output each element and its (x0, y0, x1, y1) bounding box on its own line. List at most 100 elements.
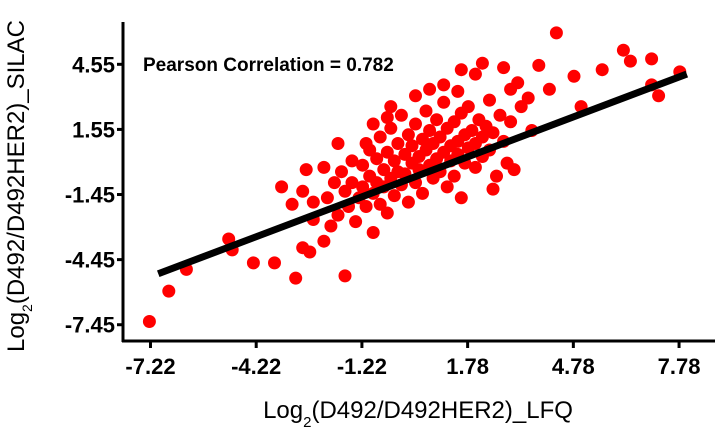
pearson-annotation: Pearson Correlation = 0.782 (143, 55, 394, 76)
data-point (416, 186, 429, 200)
data-point (384, 121, 398, 135)
y-tick-label: 1.55 (72, 117, 115, 142)
data-point (345, 176, 359, 190)
y-axis-ticks: -7.45 -4.45 -1.45 1.55 4.55 (65, 52, 123, 338)
data-point (380, 111, 394, 124)
data-point (437, 78, 451, 92)
data-point (542, 82, 556, 96)
data-point (356, 158, 370, 172)
data-point (497, 61, 511, 75)
data-point (373, 130, 387, 144)
data-point (409, 89, 422, 103)
data-point (366, 117, 380, 131)
data-point (595, 63, 609, 77)
data-point (394, 108, 408, 122)
data-point (268, 256, 281, 270)
data-point (331, 208, 345, 222)
data-point (409, 117, 422, 131)
data-point (384, 100, 398, 114)
data-point (567, 69, 581, 83)
data-point (486, 182, 500, 196)
data-point (306, 195, 320, 209)
y-tick-label: -4.45 (65, 248, 115, 273)
data-point (401, 128, 415, 142)
data-point (616, 43, 630, 57)
data-point (380, 206, 394, 220)
data-point (468, 160, 482, 174)
regression-line (157, 70, 689, 278)
data-point (373, 197, 387, 211)
data-point (387, 154, 401, 168)
data-point (359, 200, 373, 213)
data-point (391, 137, 405, 150)
data-point (401, 195, 415, 209)
data-point (504, 115, 518, 129)
data-point (387, 189, 401, 203)
data-point (475, 130, 489, 144)
data-point (327, 176, 341, 190)
data-point (645, 52, 659, 66)
y-tick-label: -7.45 (65, 313, 115, 338)
y-axis-title: Log2(D492/D492HER2)_SILAC (3, 20, 35, 352)
data-point (454, 63, 468, 77)
data-point (451, 84, 465, 98)
data-point (162, 284, 176, 298)
data-point (317, 234, 331, 248)
data-point (377, 163, 391, 177)
data-point (437, 95, 451, 109)
data-point (447, 115, 461, 129)
data-point (507, 163, 521, 177)
data-point (521, 91, 535, 105)
data-point (433, 130, 447, 144)
x-tick-label: -1.22 (337, 354, 387, 379)
data-point (299, 163, 313, 177)
data-point (142, 315, 156, 328)
data-point (490, 169, 503, 183)
data-point (345, 154, 359, 168)
data-point (317, 160, 331, 174)
data-point (320, 191, 334, 205)
data-points (142, 26, 687, 328)
data-point (430, 113, 444, 127)
data-point (296, 184, 310, 198)
x-axis-title: Log2(D492/D492HER2)_LFQ (263, 397, 573, 431)
x-tick-label: -7.22 (125, 354, 175, 379)
data-point (504, 82, 518, 96)
data-point (289, 271, 303, 285)
data-point (549, 26, 563, 40)
data-point (465, 124, 479, 137)
data-point (514, 100, 528, 114)
data-point (303, 245, 317, 259)
data-point (398, 147, 412, 161)
data-point (285, 197, 299, 211)
x-tick-label: 4.78 (552, 354, 595, 379)
data-point (331, 137, 345, 150)
data-point (356, 180, 370, 194)
x-tick-label: 1.78 (446, 354, 489, 379)
data-point (447, 169, 461, 183)
y-tick-label: 4.55 (72, 52, 115, 77)
data-point (324, 219, 338, 233)
data-point (486, 126, 500, 140)
data-point (475, 56, 489, 70)
data-point (359, 137, 373, 150)
data-point (454, 191, 468, 205)
data-point (419, 104, 433, 118)
data-point (338, 269, 352, 283)
x-tick-label: 7.78 (658, 354, 701, 379)
data-point (493, 108, 507, 122)
data-point (468, 67, 482, 81)
data-point (440, 180, 454, 194)
data-point (532, 58, 546, 72)
data-point (652, 89, 666, 103)
data-point (380, 145, 394, 159)
data-point (416, 132, 429, 146)
y-tick-label: -1.45 (65, 183, 115, 208)
data-point (483, 93, 496, 107)
x-axis-ticks: -7.22 -4.22 -1.22 1.78 4.78 7.78 (125, 341, 700, 379)
data-point (370, 152, 384, 166)
data-point (461, 100, 475, 114)
data-point (366, 226, 380, 239)
data-point (275, 180, 289, 194)
